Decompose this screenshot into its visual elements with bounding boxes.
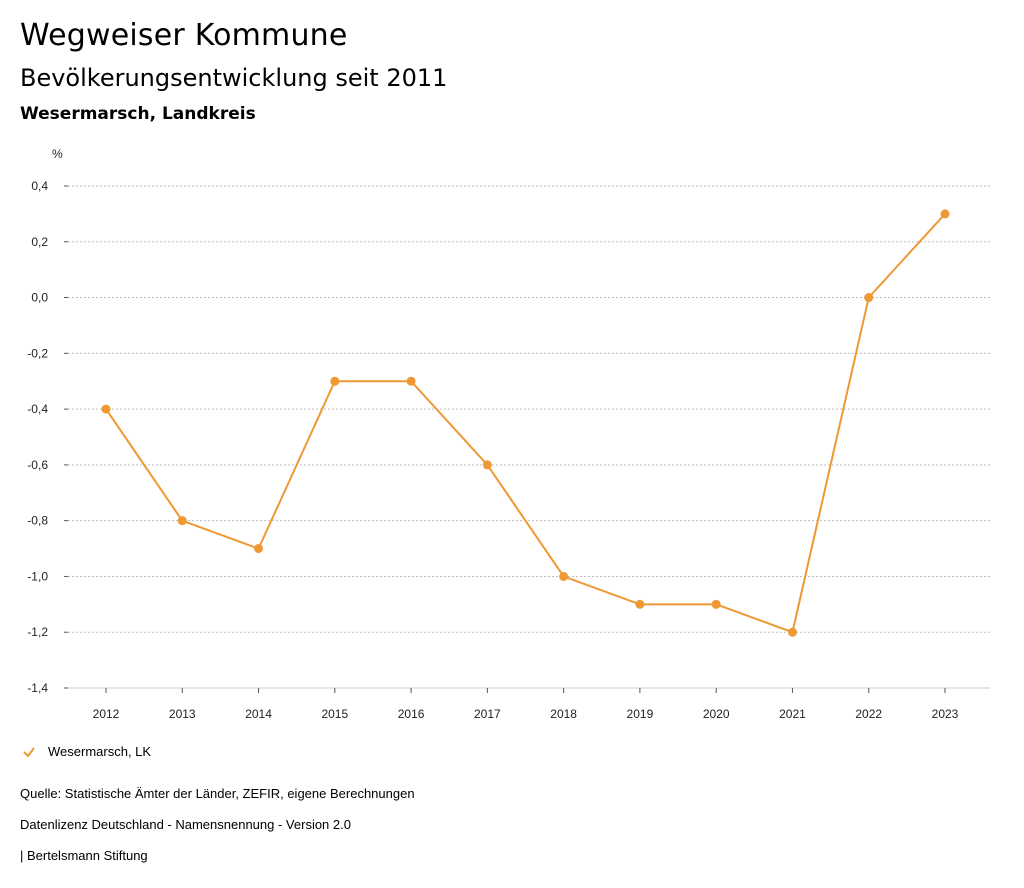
data-point xyxy=(177,516,187,526)
y-tick-label: -1,2 xyxy=(27,625,48,639)
x-tick-label: 2023 xyxy=(932,707,959,721)
x-tick-label: 2012 xyxy=(93,707,120,721)
x-tick-label: 2016 xyxy=(398,707,425,721)
data-point xyxy=(482,460,492,470)
y-tick-label: -0,4 xyxy=(27,402,48,416)
y-tick-label: 0,2 xyxy=(31,235,48,249)
y-tick-label: -0,2 xyxy=(27,346,48,360)
legend-label: Wesermarsch, LK xyxy=(48,744,152,759)
x-tick-label: 2022 xyxy=(855,707,882,721)
y-tick-label: -1,4 xyxy=(27,681,48,695)
legend[interactable]: Wesermarsch, LK xyxy=(22,744,151,759)
publisher-note: | Bertelsmann Stiftung xyxy=(20,848,148,863)
series-line xyxy=(105,213,946,634)
data-point xyxy=(864,293,874,303)
x-tick-label: 2018 xyxy=(550,707,577,721)
y-tick-label: 0,4 xyxy=(31,179,48,193)
y-tick-label: -0,6 xyxy=(27,458,48,472)
data-point xyxy=(940,209,950,219)
source-note: Quelle: Statistische Ämter der Länder, Z… xyxy=(20,786,415,801)
data-point xyxy=(635,599,645,609)
x-tick-label: 2019 xyxy=(627,707,654,721)
x-tick-label: 2017 xyxy=(474,707,501,721)
checkmark-icon[interactable] xyxy=(22,745,36,759)
data-point xyxy=(101,404,111,414)
data-point xyxy=(559,571,569,581)
data-point xyxy=(711,599,721,609)
license-note: Datenlizenz Deutschland - Namensnennung … xyxy=(20,817,351,832)
y-tick-label: -0,8 xyxy=(27,514,48,528)
page-title: Wegweiser Kommune xyxy=(20,18,348,53)
y-tick-label: 0,0 xyxy=(31,291,48,305)
x-tick-label: 2021 xyxy=(779,707,806,721)
data-point xyxy=(330,376,340,386)
line-chart: % 0,4 0,2 0,0 -0,2 -0,4 -0,6 -0,8 -1,0 -1,2 -1,4 20… xyxy=(27,147,990,721)
x-tick-label: 2013 xyxy=(169,707,196,721)
y-axis-label: % xyxy=(52,147,63,161)
y-tick-label: -1,0 xyxy=(27,569,48,583)
x-tick-label: 2015 xyxy=(321,707,348,721)
data-point xyxy=(254,544,264,554)
data-point xyxy=(787,627,797,637)
x-tick-label: 2020 xyxy=(703,707,730,721)
data-point xyxy=(406,376,416,386)
chart-subtitle: Bevölkerungsentwicklung seit 2011 xyxy=(20,64,448,92)
x-tick-label: 2014 xyxy=(245,707,272,721)
region-label: Wesermarsch, Landkreis xyxy=(20,104,256,124)
